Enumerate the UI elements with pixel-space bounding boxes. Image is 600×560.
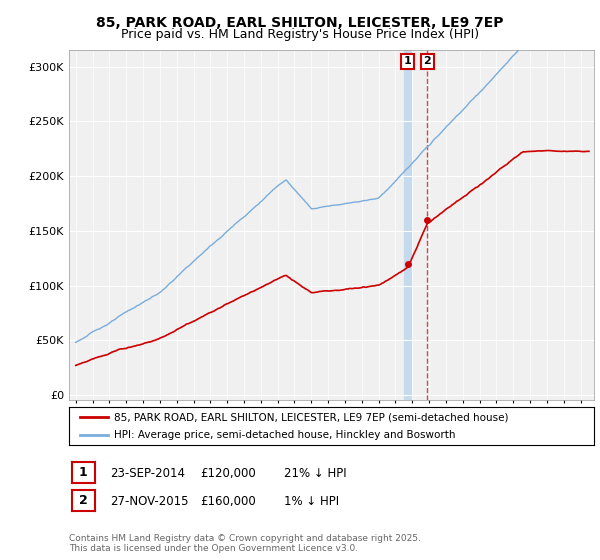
Text: £120,000: £120,000 [200,466,256,480]
Text: HPI: Average price, semi-detached house, Hinckley and Bosworth: HPI: Average price, semi-detached house,… [113,430,455,440]
Text: 85, PARK ROAD, EARL SHILTON, LEICESTER, LE9 7EP (semi-detached house): 85, PARK ROAD, EARL SHILTON, LEICESTER, … [113,412,508,422]
Text: Price paid vs. HM Land Registry's House Price Index (HPI): Price paid vs. HM Land Registry's House … [121,28,479,41]
Text: 27-NOV-2015: 27-NOV-2015 [110,494,188,508]
Text: 23-SEP-2014: 23-SEP-2014 [110,466,185,480]
Text: 1: 1 [404,57,412,66]
Text: 2: 2 [79,494,88,507]
Text: 1% ↓ HPI: 1% ↓ HPI [284,494,339,508]
Text: 2: 2 [424,57,431,66]
Text: Contains HM Land Registry data © Crown copyright and database right 2025.
This d: Contains HM Land Registry data © Crown c… [69,534,421,553]
Text: 1: 1 [79,466,88,479]
Text: 21% ↓ HPI: 21% ↓ HPI [284,466,346,480]
Text: £160,000: £160,000 [200,494,256,508]
Text: 85, PARK ROAD, EARL SHILTON, LEICESTER, LE9 7EP: 85, PARK ROAD, EARL SHILTON, LEICESTER, … [96,16,504,30]
